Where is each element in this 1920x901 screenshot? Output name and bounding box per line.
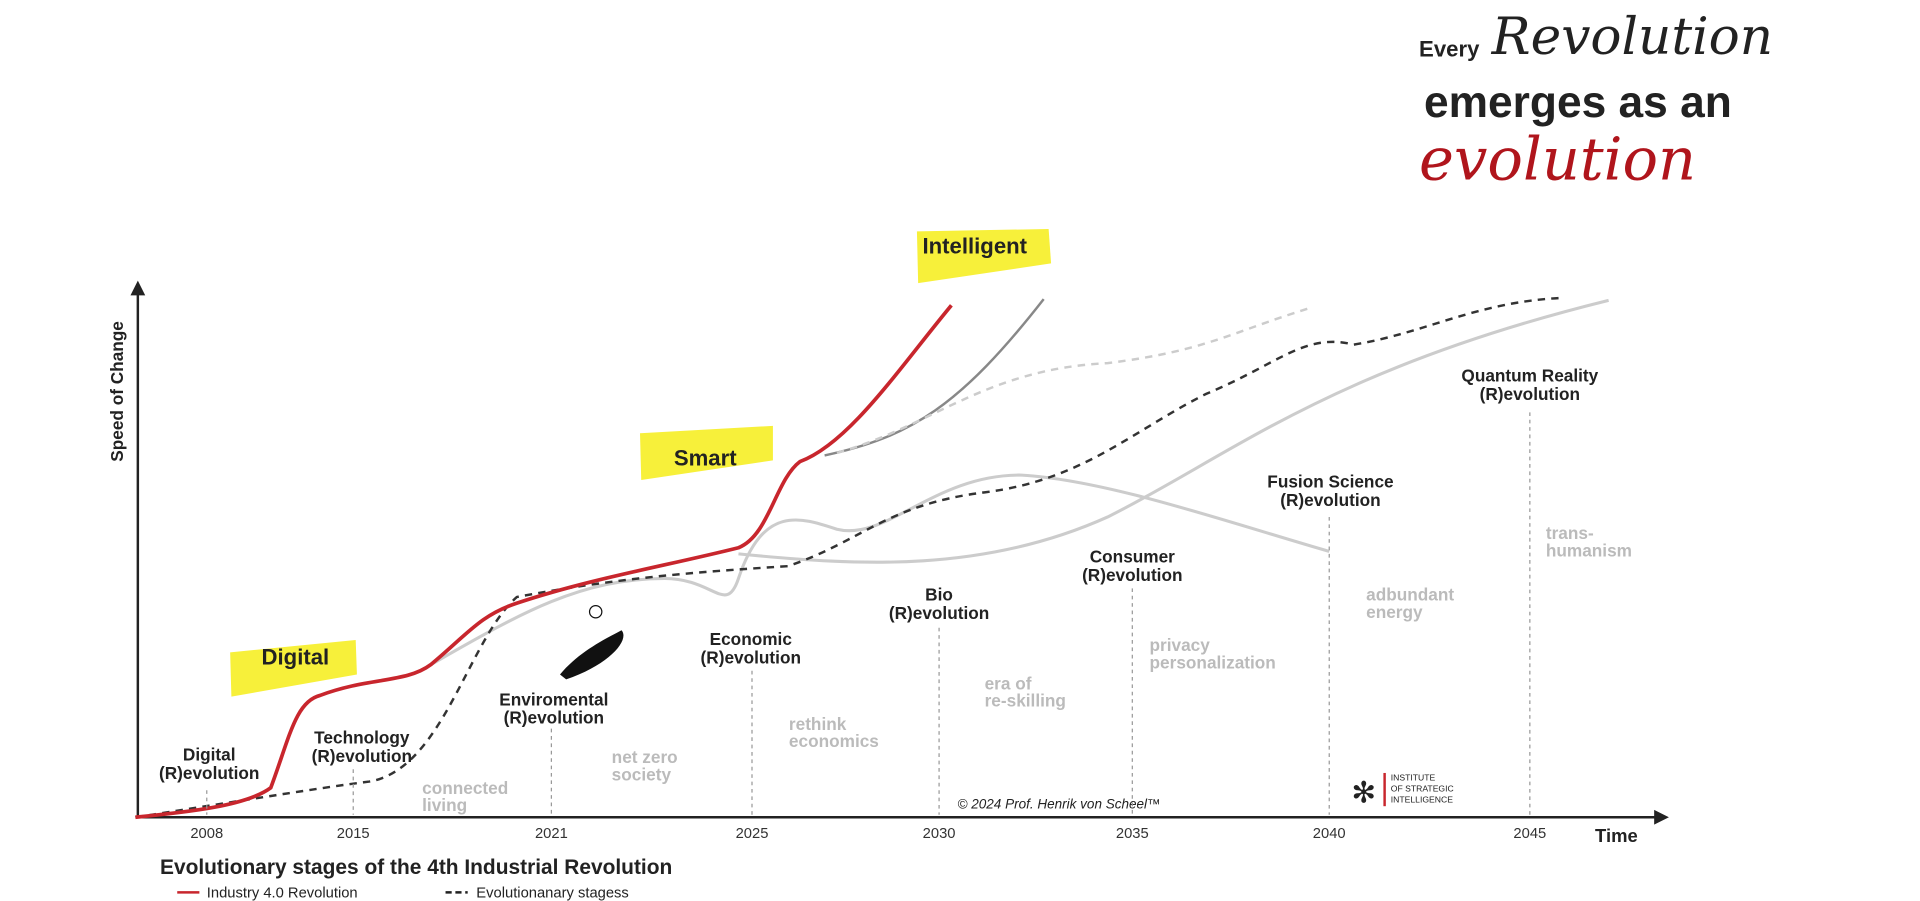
stage-label: (R)evolution xyxy=(1280,490,1380,510)
year-label: 2021 xyxy=(535,826,568,842)
stage-label: Digital xyxy=(183,745,236,765)
stage-label: (R)evolution xyxy=(159,763,259,783)
stage-note: living xyxy=(422,795,467,815)
institute-name: OF STRATEGIC xyxy=(1391,783,1454,793)
stage-label: (R)evolution xyxy=(889,603,989,623)
stage-note: rethink xyxy=(789,714,847,734)
stage-note: economics xyxy=(789,731,879,751)
stage-label: Bio xyxy=(925,585,953,605)
curve xyxy=(135,296,1564,819)
highlight-mark xyxy=(916,228,1052,284)
highlight-label: Digital xyxy=(262,645,330,670)
year-label: 2030 xyxy=(923,826,956,842)
stage-note: trans- xyxy=(1546,523,1594,543)
stage-label: (R)evolution xyxy=(312,746,412,766)
stage-note: privacy xyxy=(1150,635,1211,655)
institute-name: INTELLIGENCE xyxy=(1391,794,1453,804)
year-label: 2035 xyxy=(1116,826,1149,842)
curve xyxy=(430,473,1330,666)
institute-icon: ✻ xyxy=(1351,776,1376,809)
stage-label: (R)evolution xyxy=(1082,565,1182,585)
stage-label: Quantum Reality xyxy=(1461,366,1598,386)
stage-note: re-skilling xyxy=(985,690,1066,710)
stage-note: connected xyxy=(422,778,508,798)
stage-note: society xyxy=(612,764,672,784)
year-label: 2045 xyxy=(1513,826,1546,842)
stage-note: personalization xyxy=(1150,652,1276,672)
copyright: © 2024 Prof. Henrik von Scheel™ xyxy=(958,797,1161,812)
stage-label: Enviromental xyxy=(499,689,608,709)
header-revolution: Revolution xyxy=(1491,7,1773,67)
curve xyxy=(836,306,1312,455)
header-middle: emerges as an xyxy=(1424,78,1732,127)
legend-label: Industry 4.0 Revolution xyxy=(207,885,358,901)
legend-label: Evolutionanary stagess xyxy=(476,885,629,901)
snowboard-figure xyxy=(560,630,624,680)
stage-note: adbundant xyxy=(1366,585,1454,605)
highlight-mark xyxy=(230,640,357,697)
year-label: 2040 xyxy=(1313,826,1346,842)
curve xyxy=(135,304,953,820)
header-every: Every xyxy=(1419,37,1480,62)
stage-note: energy xyxy=(1366,602,1423,622)
stage-note: era of xyxy=(985,673,1032,693)
stage-label: Fusion Science xyxy=(1267,471,1393,491)
footer-title: Evolutionary stages of the 4th Industria… xyxy=(160,856,672,879)
stage-note: humanism xyxy=(1546,540,1632,560)
axis-arrow xyxy=(130,280,146,296)
highlight-mark xyxy=(640,425,773,481)
y-axis-label: Speed of Change xyxy=(107,321,127,462)
year-label: 2015 xyxy=(337,826,370,842)
highlight-label: Intelligent xyxy=(922,234,1027,259)
snowboard-figure xyxy=(588,604,603,619)
stage-label: Consumer xyxy=(1090,546,1175,566)
year-label: 2025 xyxy=(736,826,769,842)
highlight-label: Smart xyxy=(674,445,737,470)
year-label: 2008 xyxy=(190,826,223,842)
axis-arrow xyxy=(1654,809,1669,825)
stage-label: Economic xyxy=(710,629,793,649)
curve xyxy=(824,298,1045,457)
stage-label: (R)evolution xyxy=(504,708,604,728)
x-axis-label: Time xyxy=(1595,825,1638,846)
header-evolution: evolution xyxy=(1419,125,1696,194)
curve xyxy=(738,298,1609,564)
stage-label: Technology xyxy=(314,727,410,747)
stage-label: (R)evolution xyxy=(1480,384,1580,404)
institute-name: INSTITUTE xyxy=(1391,772,1436,782)
stage-label: (R)evolution xyxy=(701,647,801,667)
stage-note: net zero xyxy=(612,747,678,767)
